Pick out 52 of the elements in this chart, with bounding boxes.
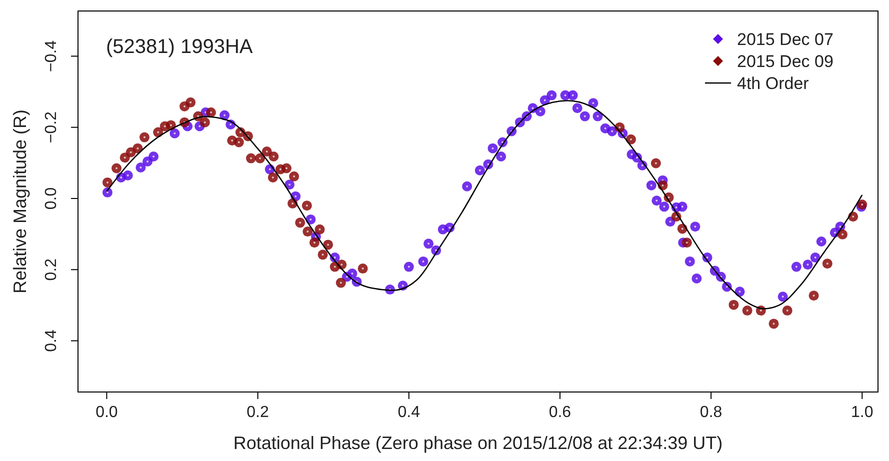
point (650, 158, 661, 168)
point (302, 200, 312, 211)
point (318, 250, 328, 260)
point (289, 171, 300, 182)
point (139, 132, 150, 142)
point (102, 177, 112, 188)
x-tick-label: 0.6 (548, 404, 572, 421)
point (837, 229, 848, 240)
point (309, 238, 320, 248)
point (782, 306, 792, 316)
point (295, 218, 306, 228)
point (336, 278, 346, 288)
point (200, 117, 210, 128)
point (626, 134, 636, 144)
y-tick-label: −0.4 (43, 40, 60, 72)
point (206, 107, 216, 118)
point (268, 152, 279, 162)
point (255, 153, 266, 164)
x-axis-title: Rotational Phase (Zero phase on 2015/12/08 at 22:34:39 UT) (233, 433, 723, 453)
point (120, 152, 130, 163)
x-tick-label: 0.8 (700, 404, 722, 421)
point (682, 238, 692, 248)
legend-label: 2015 Dec 09 (737, 52, 834, 71)
point (768, 318, 779, 329)
y-tick-label: −0.2 (43, 111, 60, 144)
point (186, 97, 196, 108)
text: (52381) 1993HA (106, 36, 254, 58)
point (323, 240, 334, 250)
x-tick-label: 0.4 (398, 404, 420, 421)
point (268, 172, 278, 182)
point (132, 143, 143, 154)
legend-label: 4th Order (737, 74, 810, 93)
point (822, 258, 832, 269)
y-tick-label: 0.2 (43, 258, 60, 281)
legend-label: 2015 Dec 07 (737, 30, 834, 49)
point (314, 224, 325, 234)
point (262, 146, 272, 157)
point (282, 163, 292, 174)
point (728, 300, 739, 310)
point (742, 306, 752, 316)
y-tick-label: 0.4 (43, 330, 60, 352)
point (302, 226, 313, 237)
point (358, 264, 368, 274)
y-tick-label: 0.0 (43, 187, 60, 210)
x-tick-label: 1.0 (851, 404, 874, 421)
x-tick-label: 0.2 (246, 404, 270, 421)
point (234, 137, 244, 148)
y-axis-title: Relative Magnitude (R) (10, 109, 30, 294)
point (112, 163, 122, 174)
point (808, 290, 819, 301)
point (246, 153, 256, 164)
x-tick-label: 0.0 (96, 404, 118, 421)
